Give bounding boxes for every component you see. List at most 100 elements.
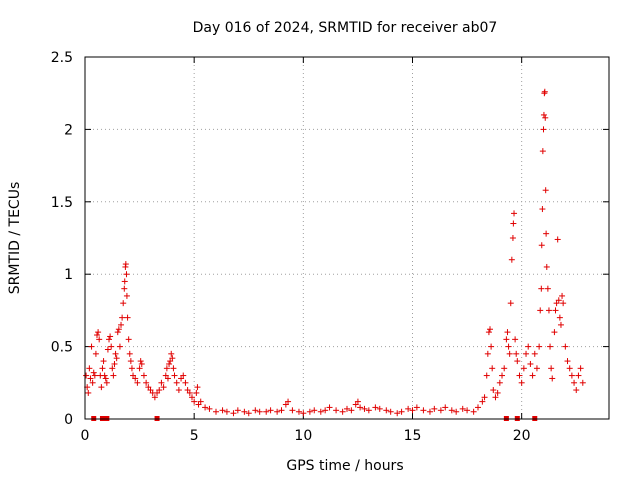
data-point (108, 343, 115, 350)
grid-lines (85, 57, 609, 419)
data-point (409, 407, 416, 414)
y-tick-label: 2 (64, 122, 73, 138)
data-point (573, 387, 580, 394)
data-point (158, 379, 165, 386)
data-point (579, 379, 586, 386)
data-point (252, 407, 259, 414)
data-point (120, 300, 127, 307)
data-point (413, 404, 420, 411)
data-point (481, 394, 488, 401)
data-point (398, 408, 405, 415)
data-point (376, 405, 383, 412)
data-point (559, 292, 566, 299)
data-point (525, 343, 532, 350)
data-point (115, 326, 122, 333)
data-point (171, 372, 178, 379)
data-point (542, 187, 549, 194)
data-point (485, 329, 492, 336)
data-point (348, 407, 355, 414)
y-tick-label: 1 (64, 267, 73, 283)
data-point (300, 410, 307, 417)
data-point (518, 379, 525, 386)
data-point (173, 379, 180, 386)
data-point (494, 389, 501, 396)
data-point (536, 343, 543, 350)
data-point (529, 372, 536, 379)
data-point (499, 372, 506, 379)
data-point (278, 407, 285, 414)
data-point (263, 408, 270, 415)
data-point (437, 407, 444, 414)
data-point (88, 343, 95, 350)
data-point (431, 405, 438, 412)
data-point (459, 405, 466, 412)
data-point (118, 321, 125, 328)
data-point (166, 360, 173, 367)
data-point (182, 379, 189, 386)
data-point (537, 307, 544, 314)
data-point (488, 343, 495, 350)
data-point (357, 404, 364, 411)
x-tick-label: 15 (404, 428, 422, 444)
data-point (89, 379, 96, 386)
x-tick-label: 0 (81, 428, 90, 444)
data-point (538, 285, 545, 292)
x-tick-label: 10 (294, 428, 312, 444)
data-point (520, 365, 527, 372)
y-axis-label: SRMTID / TECUs (7, 182, 23, 295)
data-point (545, 307, 552, 314)
data-point (442, 404, 449, 411)
data-point (122, 261, 129, 268)
data-point (489, 365, 496, 372)
data-point (333, 407, 340, 414)
data-point (516, 372, 523, 379)
data-point (191, 398, 198, 405)
data-point (112, 350, 119, 357)
data-point (306, 408, 313, 415)
plot-frame (84, 56, 610, 420)
data-point (372, 404, 379, 411)
data-point (194, 384, 201, 391)
data-point (202, 404, 209, 411)
chart-title: Day 016 of 2024, SRMTID for receiver ab0… (193, 20, 498, 36)
data-point (383, 407, 390, 414)
data-point (186, 389, 193, 396)
data-point (322, 407, 329, 414)
data-point (387, 408, 394, 415)
data-point (151, 394, 158, 401)
data-point (543, 230, 550, 237)
y-tick-label: 2.5 (51, 50, 73, 66)
data-point (556, 314, 563, 321)
data-point (128, 365, 135, 372)
data-point (344, 405, 350, 412)
data-point (575, 372, 582, 379)
data-point (548, 365, 555, 372)
data-point (114, 329, 121, 336)
data-point (193, 389, 200, 396)
data-point (119, 314, 126, 321)
data-point (188, 394, 195, 401)
data-point (426, 408, 433, 415)
data-point (169, 355, 176, 362)
data-point (577, 365, 584, 372)
data-point (83, 372, 90, 379)
data-point (361, 405, 368, 412)
data-point (531, 350, 538, 357)
data-point (164, 375, 171, 382)
data-point (113, 355, 120, 362)
data-point (180, 372, 187, 379)
data-point (538, 242, 545, 249)
data-point (551, 329, 558, 336)
data-point (116, 343, 123, 350)
data-point (420, 407, 427, 414)
data-point (533, 365, 540, 372)
data-point (110, 372, 117, 379)
data-point (527, 360, 534, 367)
data-point (123, 292, 130, 299)
data-point (566, 365, 573, 372)
x-axis-label: GPS time / hours (286, 458, 403, 474)
data-point (540, 111, 547, 118)
data-point (571, 379, 578, 386)
data-point (100, 358, 107, 365)
